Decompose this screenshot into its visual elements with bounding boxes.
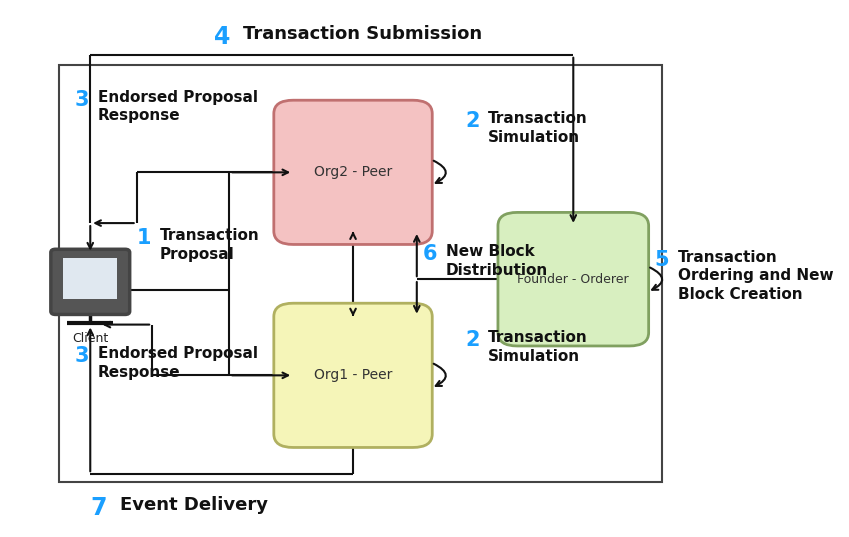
Text: Transaction
Simulation: Transaction Simulation — [488, 111, 588, 144]
Text: Client: Client — [72, 331, 109, 345]
Text: Endorsed Proposal
Response: Endorsed Proposal Response — [98, 346, 258, 380]
FancyBboxPatch shape — [274, 100, 432, 244]
Text: Endorsed Proposal
Response: Endorsed Proposal Response — [98, 90, 258, 123]
Text: 1: 1 — [137, 228, 151, 249]
Text: Transaction
Ordering and New
Block Creation: Transaction Ordering and New Block Creat… — [678, 250, 833, 302]
Text: 5: 5 — [655, 250, 669, 270]
Text: 7: 7 — [90, 496, 107, 519]
Text: Founder - Orderer: Founder - Orderer — [518, 273, 629, 286]
FancyBboxPatch shape — [498, 213, 649, 346]
Text: 4: 4 — [214, 25, 230, 49]
Text: 6: 6 — [423, 244, 437, 264]
Text: Org2 - Peer: Org2 - Peer — [314, 165, 392, 179]
FancyBboxPatch shape — [51, 249, 130, 315]
Text: Transaction
Proposal: Transaction Proposal — [160, 228, 260, 262]
FancyBboxPatch shape — [63, 258, 117, 300]
Text: Org1 - Peer: Org1 - Peer — [314, 368, 392, 382]
Text: 3: 3 — [75, 346, 89, 366]
Text: 2: 2 — [465, 111, 480, 131]
Text: 3: 3 — [75, 90, 89, 110]
FancyBboxPatch shape — [274, 303, 432, 447]
Text: 2: 2 — [465, 330, 480, 350]
Text: Event Delivery: Event Delivery — [120, 496, 267, 513]
Text: Transaction
Simulation: Transaction Simulation — [488, 330, 588, 364]
Text: Transaction Submission: Transaction Submission — [244, 25, 482, 43]
Text: New Block
Distribution: New Block Distribution — [446, 244, 548, 278]
